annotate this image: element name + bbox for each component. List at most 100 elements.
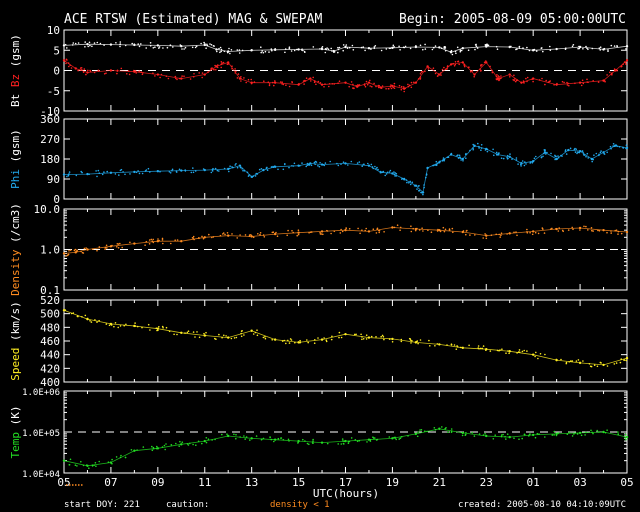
data-dot-Temp xyxy=(536,432,539,435)
data-dot-Phi xyxy=(575,148,577,150)
data-dot-Density xyxy=(485,237,488,240)
data-dot-Bt xyxy=(91,45,93,48)
data-dot-Temp xyxy=(260,438,263,441)
data-dot-Temp xyxy=(592,432,594,435)
y-tick-label: 0.1 xyxy=(40,284,60,297)
y-axis-label-part: Bt xyxy=(9,94,22,107)
data-dot-Speed xyxy=(94,319,96,321)
data-dot-Temp xyxy=(529,433,531,435)
data-dot-Phi xyxy=(67,175,70,177)
data-dot-Phi xyxy=(495,151,498,154)
data-point-Phi xyxy=(238,164,242,167)
data-dot-Temp xyxy=(342,442,345,445)
data-dot-Phi xyxy=(600,150,602,152)
data-dot-Speed xyxy=(434,345,436,347)
data-dot-Phi xyxy=(592,158,594,161)
data-dot-Speed xyxy=(72,312,75,314)
data-dot-Phi xyxy=(367,162,369,165)
data-dot-Density xyxy=(365,227,368,230)
data-point-Temp xyxy=(180,443,183,446)
data-dot-Temp xyxy=(590,429,592,432)
data-dot-Bz xyxy=(471,70,474,72)
data-dot-Bt xyxy=(260,46,262,48)
data-dot-Density xyxy=(436,230,439,232)
data-dot-Bt xyxy=(616,45,618,48)
data-dot-Bz xyxy=(175,77,177,80)
data-dot-Phi xyxy=(97,169,100,172)
data-dot-Bz xyxy=(348,85,351,88)
data-dot-Bt xyxy=(241,49,244,52)
data-dot-Density xyxy=(152,238,154,241)
data-dot-Bt xyxy=(191,46,194,49)
data-point-Bz xyxy=(203,73,206,76)
data-dot-Phi xyxy=(425,174,428,176)
data-dot-Bz xyxy=(312,76,315,79)
data-dot-Bz xyxy=(377,86,380,89)
data-dot-Phi xyxy=(544,149,546,151)
data-dot-Density xyxy=(579,229,581,231)
data-dot-Temp xyxy=(354,439,357,441)
data-dot-Phi xyxy=(138,172,141,175)
data-dot-Speed xyxy=(64,309,67,311)
y-tick-label: 460 xyxy=(40,335,60,348)
data-dot-Bz xyxy=(127,70,130,72)
data-dot-Phi xyxy=(411,181,414,184)
data-dot-Density xyxy=(158,239,160,242)
data-point-Bt xyxy=(344,45,347,49)
data-dot-Bz xyxy=(500,77,502,79)
data-dot-Phi xyxy=(587,157,589,159)
data-dot-Density xyxy=(443,230,446,233)
data-dot-Phi xyxy=(216,169,219,172)
data-dot-Density xyxy=(105,244,108,247)
data-point-Density xyxy=(180,240,183,243)
data-dot-Bz xyxy=(587,81,589,84)
data-dot-Phi xyxy=(506,158,509,160)
data-dot-Temp xyxy=(179,440,181,443)
data-dot-Phi xyxy=(625,147,627,150)
data-dot-Bz xyxy=(610,73,613,75)
data-dot-Speed xyxy=(499,349,501,351)
data-dot-Bz xyxy=(393,85,396,87)
data-point-Temp xyxy=(578,431,582,435)
data-dot-Phi xyxy=(291,165,293,167)
data-dot-Temp xyxy=(175,442,177,445)
data-dot-Bz xyxy=(538,79,541,81)
data-dot-Bz xyxy=(324,83,326,85)
data-dot-Bz xyxy=(220,66,222,69)
data-dot-Bz xyxy=(417,78,420,80)
data-dot-Temp xyxy=(424,430,426,433)
data-dot-Phi xyxy=(606,151,608,154)
data-dot-Speed xyxy=(381,334,384,337)
data-dot-Bz xyxy=(234,72,237,74)
data-dot-Phi xyxy=(506,154,509,157)
data-dot-Bt xyxy=(84,41,86,43)
data-dot-Phi xyxy=(386,171,389,174)
y-axis-label-part: Bz xyxy=(9,74,22,94)
data-dot-Bt xyxy=(516,48,518,50)
data-dot-Bz xyxy=(142,72,144,74)
data-dot-Phi xyxy=(159,170,161,173)
data-dot-Speed xyxy=(243,334,245,336)
data-dot-Bz xyxy=(328,83,331,85)
data-dot-Bt xyxy=(320,47,323,49)
data-dot-Temp xyxy=(262,437,265,440)
data-dot-Bt xyxy=(434,45,437,47)
data-dot-Speed xyxy=(176,333,178,336)
data-dot-Phi xyxy=(612,145,614,147)
data-dot-Bz xyxy=(495,78,498,80)
data-dot-Speed xyxy=(599,361,602,364)
data-dot-Density xyxy=(96,249,98,252)
data-dot-Bt xyxy=(284,48,287,50)
data-dot-Phi xyxy=(581,150,584,152)
data-dot-Temp xyxy=(302,438,304,441)
data-dot-Bz xyxy=(250,82,253,85)
data-dot-Bz xyxy=(400,88,403,91)
y-axis-label-temp: Temp (K) xyxy=(9,406,22,459)
data-dot-Speed xyxy=(532,354,535,356)
data-dot-Speed xyxy=(205,331,207,334)
data-dot-Temp xyxy=(86,464,88,466)
data-dot-Bz xyxy=(303,83,305,85)
data-dot-Bz xyxy=(407,83,409,86)
data-dot-Bt xyxy=(385,48,388,50)
data-dot-Bz xyxy=(222,61,225,64)
